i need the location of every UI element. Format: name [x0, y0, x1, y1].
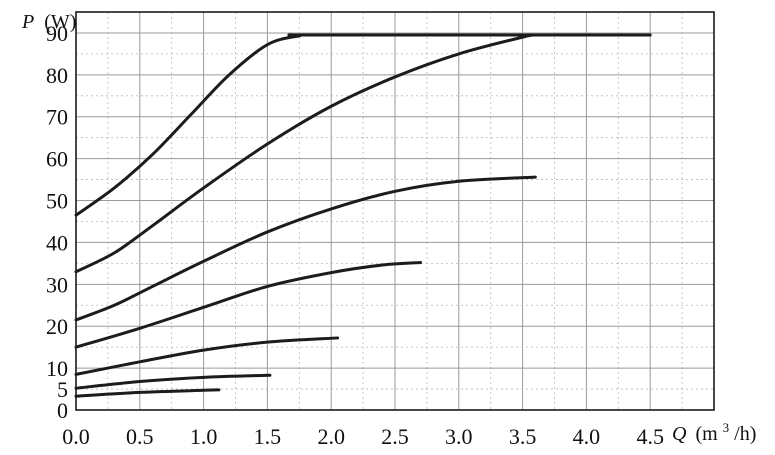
x-tick-labels: 0.0 0.5 1.0 1.5 2.0 2.5 3.0 3.5 4.0 4.5	[62, 424, 664, 449]
y-tick-label: 60	[46, 147, 68, 172]
y-axis-unit: (W)	[44, 11, 76, 33]
y-tick-label: 30	[46, 272, 68, 297]
series-line-3	[74, 175, 537, 322]
y-tick-label: 40	[46, 230, 68, 255]
y-tick-label: 50	[46, 189, 68, 214]
y-tick-label: 0	[57, 398, 68, 423]
series-curves	[74, 33, 652, 398]
x-axis-label: Q (m 3 /h)	[672, 415, 756, 445]
y-tick-label: 80	[46, 63, 68, 88]
y-tick-label: 20	[46, 314, 68, 339]
y-tick-label: 10	[46, 356, 68, 381]
x-tick-label: 2.0	[317, 424, 345, 449]
y-axis-symbol: P	[21, 11, 34, 33]
series-line-6	[74, 373, 272, 390]
x-tick-label: 2.5	[381, 424, 409, 449]
series-line-5	[74, 336, 340, 376]
x-tick-label: 1.5	[254, 424, 282, 449]
y-axis-label: P (W)	[21, 11, 76, 33]
x-tick-label: 1.0	[190, 424, 218, 449]
x-tick-label: 4.0	[573, 424, 601, 449]
x-axis-unit-close: /h)	[734, 423, 756, 445]
series-line-7	[74, 388, 221, 398]
x-tick-label: 3.5	[509, 424, 537, 449]
x-axis-symbol: Q	[672, 423, 687, 445]
x-tick-label: 4.5	[636, 424, 664, 449]
series-line-4	[74, 261, 423, 349]
y-tick-label: 5	[57, 377, 68, 402]
x-axis-unit-open: (m	[695, 423, 718, 445]
x-tick-label: 3.0	[445, 424, 473, 449]
x-tick-label: 0.5	[126, 424, 154, 449]
grid	[76, 12, 714, 410]
x-tick-label: 0.0	[62, 424, 90, 449]
plot-frame	[75, 11, 715, 411]
y-tick-label: 90	[46, 21, 68, 46]
series-line-2	[74, 33, 537, 274]
series-line-1	[74, 33, 652, 217]
y-tick-label: 70	[46, 105, 68, 130]
x-axis-unit-superscript: 3	[723, 420, 730, 435]
